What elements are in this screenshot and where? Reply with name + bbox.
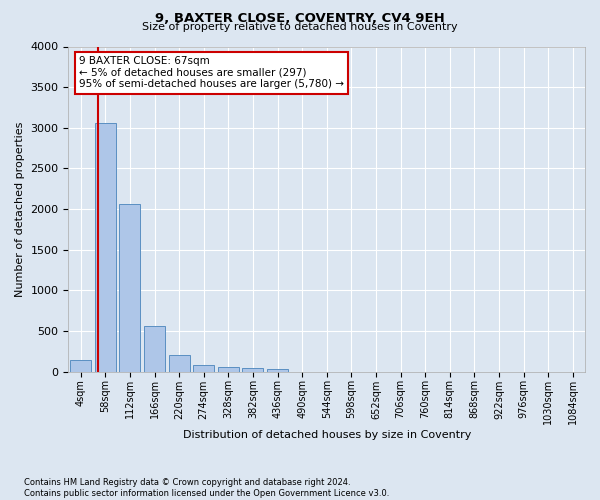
Text: Size of property relative to detached houses in Coventry: Size of property relative to detached ho…: [142, 22, 458, 32]
Bar: [267, 369, 288, 372]
Bar: [218, 367, 239, 372]
Text: 9, BAXTER CLOSE, COVENTRY, CV4 9EH: 9, BAXTER CLOSE, COVENTRY, CV4 9EH: [155, 12, 445, 26]
Bar: [70, 360, 91, 372]
Bar: [95, 123, 116, 372]
Bar: [169, 356, 190, 372]
Bar: [119, 204, 140, 372]
Bar: [242, 368, 263, 372]
Text: 9 BAXTER CLOSE: 67sqm
← 5% of detached houses are smaller (297)
95% of semi-deta: 9 BAXTER CLOSE: 67sqm ← 5% of detached h…: [79, 56, 344, 90]
Bar: [144, 326, 165, 372]
Text: Contains HM Land Registry data © Crown copyright and database right 2024.
Contai: Contains HM Land Registry data © Crown c…: [24, 478, 389, 498]
X-axis label: Distribution of detached houses by size in Coventry: Distribution of detached houses by size …: [182, 430, 471, 440]
Y-axis label: Number of detached properties: Number of detached properties: [15, 122, 25, 296]
Bar: [193, 365, 214, 372]
